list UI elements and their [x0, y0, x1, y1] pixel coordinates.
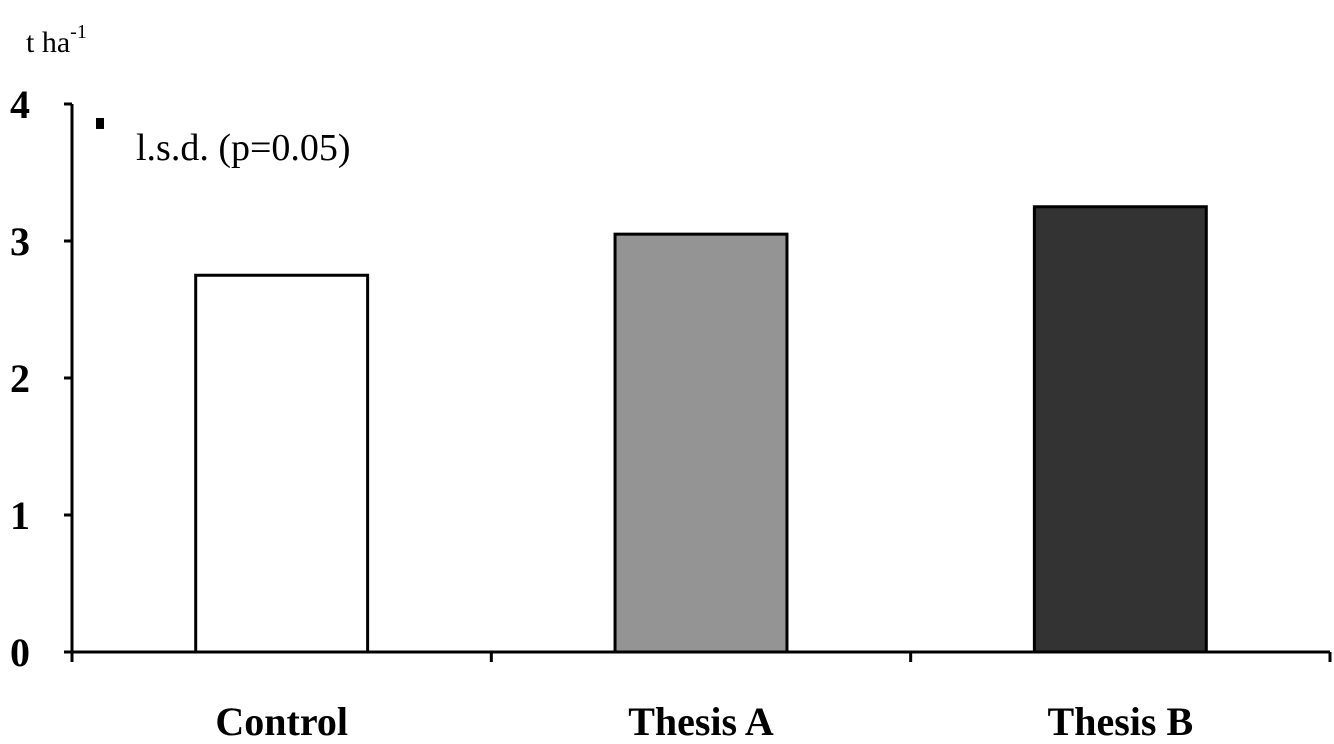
y-axis-unit-base: t ha — [26, 26, 70, 59]
y-tick-label: 3 — [10, 219, 30, 264]
y-axis-unit-label: t ha-1 — [26, 21, 87, 59]
y-tick-label: 4 — [10, 82, 30, 127]
lsd-legend: l.s.d. (p=0.05) — [96, 118, 351, 169]
y-tick-label: 1 — [10, 493, 30, 538]
bar-control — [194, 273, 370, 654]
category-label: Thesis B — [1048, 699, 1194, 744]
x-ticks — [70, 652, 1332, 662]
category-label: Thesis A — [628, 699, 774, 744]
y-axis-unit-exponent: -1 — [70, 21, 87, 43]
bar-thesis-b — [1032, 205, 1208, 654]
y-tick-label: 2 — [10, 356, 30, 401]
bars — [194, 205, 1208, 654]
y-ticks: 0 1 2 3 4 — [10, 82, 72, 675]
lsd-bar — [96, 118, 104, 129]
category-label: Control — [215, 699, 348, 744]
lsd-label: l.s.d. (p=0.05) — [136, 127, 351, 169]
y-tick-label: 0 — [10, 630, 30, 675]
category-labels: Control Thesis A Thesis B — [215, 699, 1193, 744]
bar-thesis-a — [613, 232, 789, 654]
